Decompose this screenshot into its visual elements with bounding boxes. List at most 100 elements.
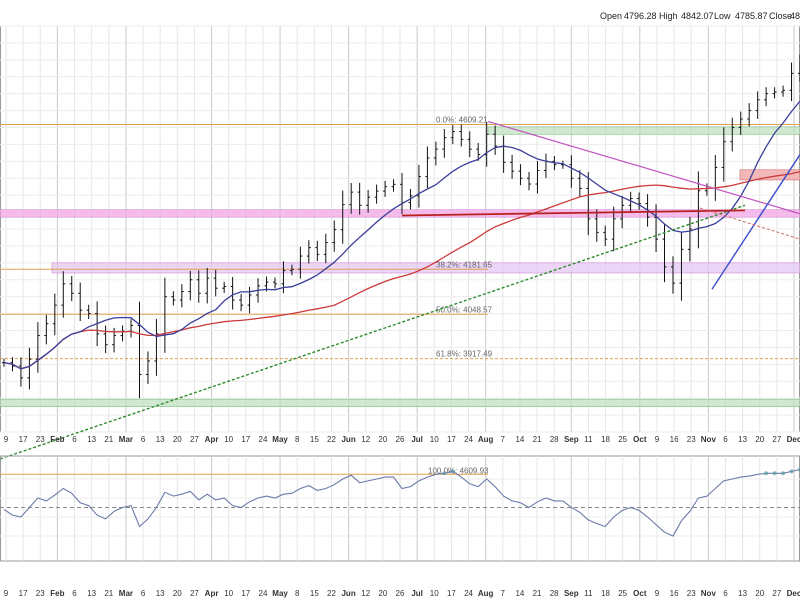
date-tick-label-bottom: Dec [787,589,800,598]
date-tick-label-bottom: Sep [564,589,579,598]
ohlc-bar [721,127,726,182]
date-tick-label-bottom: Oct [633,589,647,598]
date-tick-label: 20 [755,435,764,444]
date-tick-label-bottom: Jun [341,589,355,598]
ohlc-bar [383,180,388,197]
date-tick-label-bottom: Feb [50,589,64,598]
date-tick-label-bottom: Nov [701,589,717,598]
rsi-overbought-mark [442,471,447,476]
date-tick-label: Nov [701,435,717,444]
ma-short-line [3,100,800,370]
ohlc-bar [747,103,752,127]
date-tick-label: 7 [501,435,506,444]
date-tick-label-bottom: 24 [464,589,473,598]
date-tick-label-bottom: 9 [655,589,660,598]
fib-levels: 0.0%: 4609.21 38.2%: 4181.65 50.0%: 4048.5… [0,115,800,360]
ohlc-bar [154,318,159,376]
date-tick-label: Sep [564,435,579,444]
close-value: 48 [790,11,800,21]
date-tick-label-bottom: 13 [738,589,747,598]
date-tick-label: 26 [396,435,405,444]
ohlc-bar [450,125,455,145]
lower-green-zone [0,398,800,407]
price-overlays [0,100,800,460]
date-tick-label-bottom: 17 [241,589,250,598]
date-tick-label: 27 [772,435,781,444]
ohlc-bar [577,170,582,197]
date-tick-label: 20 [378,435,387,444]
date-tick-label-bottom: 26 [396,589,405,598]
date-tick-label-bottom: 22 [327,589,336,598]
ohlc-bar [662,223,667,283]
date-tick-label-bottom: Jul [411,589,423,598]
date-axis: 9 9 17 17 23 23 Feb Feb 6 6 13 13 21 21 Mar Mar 6 6 13 13 20… [4,435,800,598]
ohlc-bar [442,128,447,158]
date-tick-label-bottom: 20 [173,589,182,598]
date-tick-label-bottom: 8 [295,589,300,598]
ohlc-bar [637,192,642,210]
date-tick-label: 10 [430,435,439,444]
low-value: 4785.87 [735,11,768,21]
fib-level-label: 38.2%: 4181.65 [436,260,493,269]
date-tick-label-bottom: 12 [361,589,370,598]
date-tick-label: Feb [50,435,64,444]
ohlc-bar [103,325,108,354]
date-tick-label-bottom: 6 [72,589,77,598]
date-tick-label: Apr [205,435,219,444]
date-tick-label: 21 [533,435,542,444]
date-tick-label-bottom: 21 [104,589,113,598]
ohlc-bar [586,172,591,236]
date-tick-label-bottom: 28 [550,589,559,598]
pink-resistance-zone [0,209,800,218]
date-tick-label: Jul [411,435,423,444]
ohlc-bar [61,271,66,318]
ohlc-bar [764,87,769,107]
date-tick-label-bottom: 25 [618,589,627,598]
ohlc-bar [670,256,675,294]
date-tick-label: Aug [478,435,494,444]
date-tick-label: 21 [104,435,113,444]
date-tick-label-bottom: 23 [36,589,45,598]
rising-trendline [0,204,746,460]
neckline [401,209,746,217]
high-label: High [659,11,678,21]
ohlc-bar [416,164,421,208]
date-tick-label: 6 [723,435,728,444]
ohlc-bar [213,269,218,297]
ohlc-bar [306,240,311,264]
ohlc-bar [510,154,515,179]
ohlc-bar [179,284,184,308]
date-tick-label: May [272,435,288,444]
upper-green-zone [487,126,800,135]
date-tick-label-bottom: 27 [190,589,199,598]
ohlc-bar [425,146,430,189]
ohlc-bar [679,231,684,301]
date-tick-label: 23 [687,435,696,444]
ohlc-bar [239,293,244,312]
ohlc-bar [18,357,23,387]
date-tick-label-bottom: 17 [19,589,28,598]
date-tick-label: Jun [341,435,355,444]
date-tick-label-bottom: Apr [205,589,219,598]
ohlc-bar [349,183,354,214]
date-tick-label: 18 [601,435,610,444]
date-tick-label: 9 [4,435,9,444]
date-tick-label-bottom: 27 [772,589,781,598]
date-tick-label-bottom: 14 [515,589,524,598]
ohlc-bar [391,179,396,192]
date-tick-label-bottom: 18 [601,589,610,598]
date-tick-label: 11 [584,435,593,444]
ohlc-bar [205,267,210,304]
open-label: Open [600,11,622,21]
date-tick-label: 13 [87,435,96,444]
rsi-overbought-mark [764,471,769,476]
ohlc-bar [535,160,540,194]
date-tick-label-bottom: 24 [259,589,268,598]
rsi-overbought-mark [789,469,794,474]
ohlc-bar [78,282,83,322]
date-tick-label-bottom: Aug [478,589,494,598]
date-tick-label-bottom: 6 [141,589,146,598]
ohlc-bar [272,277,277,289]
